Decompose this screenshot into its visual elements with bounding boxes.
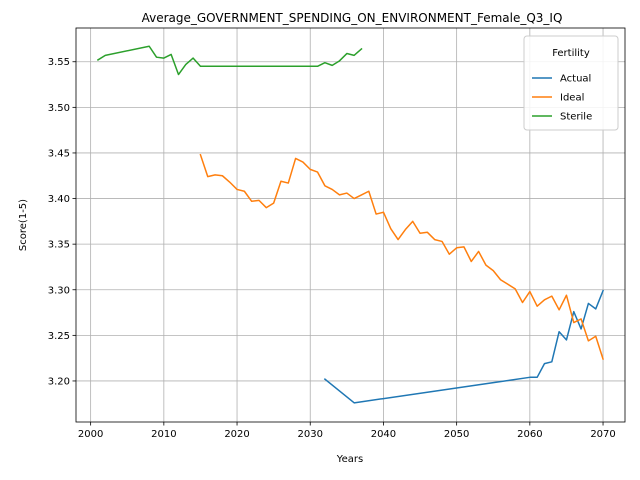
chart-title: Average_GOVERNMENT_SPENDING_ON_ENVIRONME… xyxy=(142,11,563,25)
y-tick-label: 3.45 xyxy=(48,148,70,159)
axis-ticks: 2000 2010 2020 2030 2040 2050 2060 2070 3.20 3.25… xyxy=(48,57,616,440)
legend-box xyxy=(523,35,619,131)
series-layer xyxy=(96,45,605,404)
x-axis-title: Years xyxy=(336,454,363,465)
x-tick-label: 2010 xyxy=(151,429,176,440)
legend-label-ideal: Ideal xyxy=(560,93,584,104)
x-tick-label: 2040 xyxy=(371,429,396,440)
y-tick-label: 3.25 xyxy=(48,331,70,342)
legend: Fertility Actual Ideal Sterile xyxy=(523,35,619,131)
x-tick-label: 2050 xyxy=(444,429,469,440)
series-line-ideal xyxy=(199,153,604,361)
legend-label-actual: Actual xyxy=(560,74,591,85)
y-tick-label: 3.35 xyxy=(48,240,70,251)
plot-frame xyxy=(75,27,626,423)
y-tick-label: 3.30 xyxy=(48,285,70,296)
series-line-actual xyxy=(323,289,605,404)
x-tick-label: 2070 xyxy=(590,429,615,440)
legend-title: Fertility xyxy=(552,48,590,59)
x-tick-label: 2030 xyxy=(298,429,323,440)
y-tick-label: 3.20 xyxy=(48,376,70,387)
x-tick-label: 2000 xyxy=(78,429,103,440)
y-tick-label: 3.50 xyxy=(48,103,70,114)
y-tick-label: 3.55 xyxy=(48,57,70,68)
series-line-sterile xyxy=(96,45,363,76)
x-tick-label: 2060 xyxy=(517,429,542,440)
x-tick-label: 2020 xyxy=(224,429,249,440)
legend-label-sterile: Sterile xyxy=(560,112,592,123)
y-axis-title: Score(1-5) xyxy=(18,199,29,251)
y-tick-label: 3.40 xyxy=(48,194,70,205)
legend-items: Actual Ideal Sterile xyxy=(532,74,592,123)
